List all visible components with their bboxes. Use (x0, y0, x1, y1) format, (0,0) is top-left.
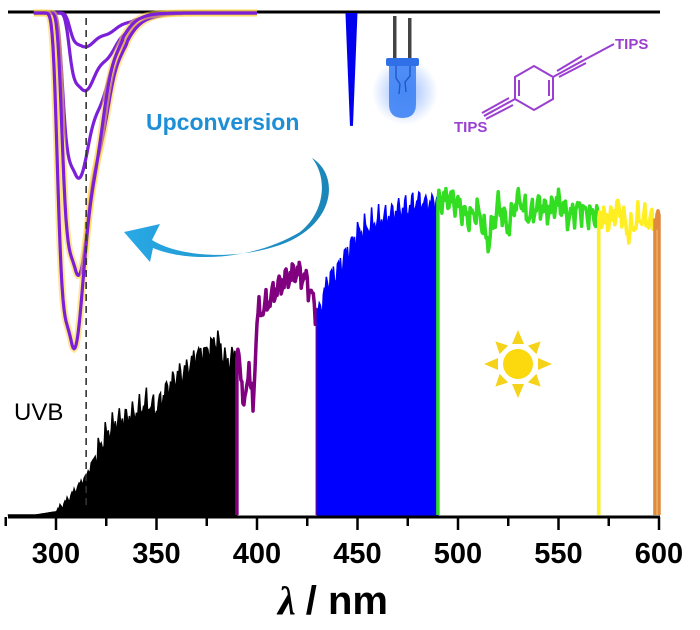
x-tick-label: 550 (534, 538, 582, 570)
spectrum-segment-yellow (596, 198, 657, 516)
molecule-structure-icon (481, 43, 615, 120)
x-tick-label: 500 (434, 538, 482, 570)
upconversion-label: Upconversion (146, 109, 299, 135)
spectrum-segment-blue (316, 190, 439, 516)
molecule-label-top: TIPS (615, 36, 648, 53)
spectrum-segment-green (436, 186, 601, 515)
molecule-label-bottom: TIPS (454, 119, 487, 136)
x-ticks: 300 350 400 450 500 550 600 (4, 517, 683, 570)
led-icon (372, 16, 438, 125)
x-tick-label: 450 (333, 538, 381, 570)
spectrum-segment-orange (653, 209, 661, 516)
sun-icon (484, 330, 552, 398)
x-axis-unit: / nm (306, 579, 388, 623)
x-tick-label: 350 (132, 538, 180, 570)
upconversion-arrow-icon (124, 158, 329, 262)
spectrum-segment-violet (235, 260, 320, 515)
led-emission-peak (345, 13, 358, 126)
spectrum-segment-UV (7, 330, 238, 516)
x-tick-label: 600 (635, 538, 683, 570)
uvb-label: UVB (14, 399, 63, 426)
absorption-traces (33, 9, 258, 354)
solar-spectrum (7, 186, 661, 516)
absorption-trace-2 (33, 11, 258, 93)
x-axis-symbol: λ (276, 578, 296, 623)
x-tick-label: 300 (32, 538, 80, 570)
absorption-trace-5 (33, 11, 258, 351)
x-axis-label: λ / nm (276, 578, 388, 623)
x-tick-label: 400 (233, 538, 281, 570)
